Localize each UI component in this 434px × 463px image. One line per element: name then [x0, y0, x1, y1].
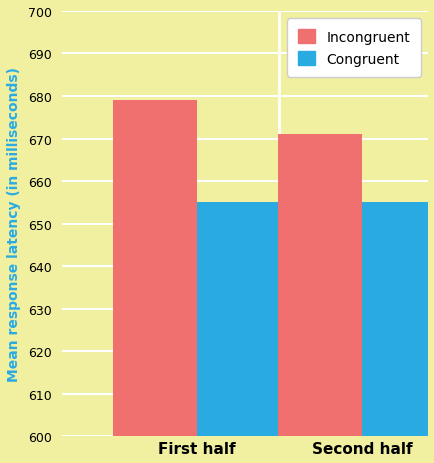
Legend: Incongruent, Congruent: Incongruent, Congruent [287, 19, 420, 77]
Bar [277, 135, 361, 436]
Y-axis label: Mean response latency (in milliseconds): Mean response latency (in milliseconds) [7, 67, 21, 381]
Bar [361, 203, 434, 436]
Bar [196, 203, 280, 436]
Bar [112, 101, 196, 436]
